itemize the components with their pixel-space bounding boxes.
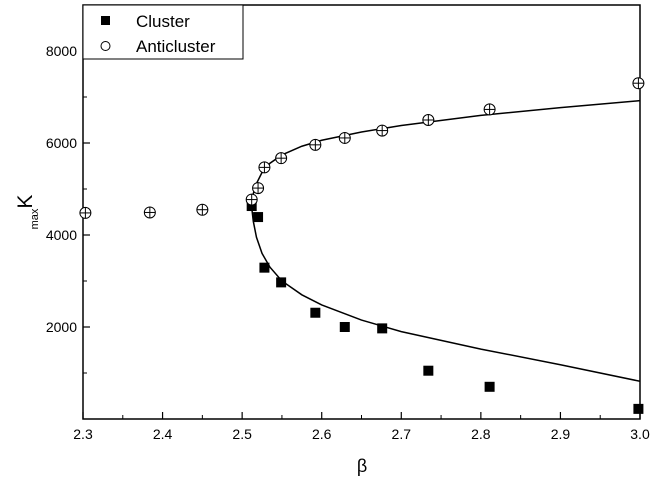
anticluster-point bbox=[422, 114, 435, 126]
legend-square-icon bbox=[101, 16, 110, 25]
y-axis-ticks: 2000 4000 6000 8000 bbox=[46, 43, 90, 374]
y-tick-label: 8000 bbox=[46, 43, 77, 59]
x-tick-label: 2.9 bbox=[551, 426, 571, 442]
y-tick-label: 4000 bbox=[46, 227, 77, 243]
plot-frame bbox=[82, 4, 641, 420]
x-tick-label: 2.7 bbox=[392, 426, 412, 442]
cluster-point bbox=[377, 323, 388, 334]
x-tick-label: 2.4 bbox=[153, 426, 173, 442]
cluster-point bbox=[259, 262, 270, 273]
legend-cluster-label: Cluster bbox=[136, 12, 190, 31]
x-tick-label: 2.3 bbox=[73, 426, 93, 442]
cluster-point bbox=[484, 381, 495, 392]
cluster-point bbox=[633, 403, 644, 414]
anticluster-point bbox=[338, 131, 351, 144]
legend-anticluster-marker bbox=[100, 41, 111, 51]
cluster-point bbox=[423, 365, 434, 376]
cluster-point bbox=[276, 277, 287, 288]
anticluster-point bbox=[252, 182, 265, 195]
y-axis-title-subscript: max bbox=[29, 208, 41, 229]
cluster-point bbox=[339, 322, 350, 332]
x-tick-label: 3.0 bbox=[630, 426, 650, 442]
y-axis-title: maxK bbox=[14, 195, 41, 230]
x-tick-label: 2.6 bbox=[312, 426, 332, 442]
legend-cluster-marker bbox=[101, 16, 110, 25]
y-tick-label: 2000 bbox=[46, 319, 77, 335]
legend-anticluster-label: Anticluster bbox=[136, 37, 216, 56]
anticluster-point bbox=[376, 124, 389, 137]
anticluster-series bbox=[79, 77, 645, 219]
cluster-series bbox=[246, 201, 644, 414]
x-axis-ticks: 2.3 2.4 2.5 2.6 2.7 2.8 2.9 3.0 bbox=[73, 412, 650, 442]
legend-circle-icon bbox=[100, 41, 111, 51]
cluster-point bbox=[246, 201, 257, 212]
anticluster-point bbox=[632, 77, 645, 90]
cluster-point bbox=[310, 307, 321, 318]
y-axis-title-main: K bbox=[14, 195, 37, 209]
anticluster-point bbox=[309, 138, 322, 151]
anticluster-point bbox=[143, 206, 156, 219]
x-axis-title: β bbox=[357, 456, 367, 476]
anticluster-point bbox=[196, 203, 209, 216]
x-tick-label: 2.8 bbox=[471, 426, 491, 442]
y-tick-label: 6000 bbox=[46, 135, 77, 151]
anticluster-point bbox=[258, 161, 271, 174]
anticluster-point bbox=[275, 152, 288, 165]
anticluster-point bbox=[79, 206, 92, 219]
svg-text:maxK: maxK bbox=[14, 195, 41, 230]
legend-box bbox=[82, 4, 244, 60]
x-tick-label: 2.5 bbox=[232, 426, 252, 442]
anticluster-point bbox=[245, 193, 258, 206]
cluster-point bbox=[253, 212, 264, 223]
anticluster-point bbox=[483, 103, 496, 116]
